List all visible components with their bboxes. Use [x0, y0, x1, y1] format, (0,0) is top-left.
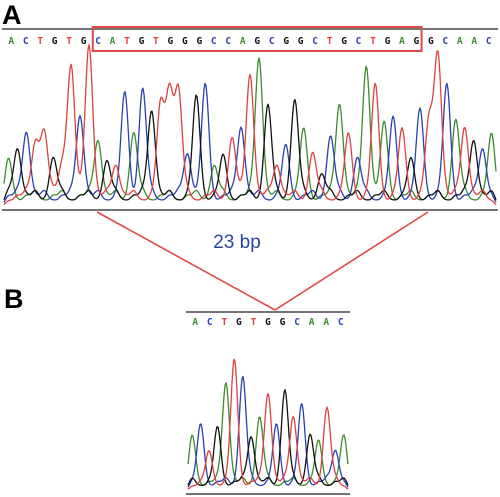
base-call-g: G	[236, 317, 242, 328]
base-call-g: G	[197, 36, 203, 47]
base-call-t: T	[37, 36, 43, 47]
trace-g-curve	[3, 94, 497, 201]
trace-t-curve	[3, 44, 497, 206]
base-call-g: G	[298, 36, 304, 47]
base-call-c: C	[207, 317, 213, 328]
connector-left-line	[96, 211, 276, 311]
base-call-t: T	[153, 36, 159, 47]
panel-a-label: A	[2, 0, 22, 30]
base-call-a: A	[323, 317, 329, 328]
base-call-g: G	[385, 36, 391, 47]
base-call-g: G	[428, 36, 434, 47]
base-call-t: T	[66, 36, 72, 47]
base-call-t: T	[370, 36, 376, 47]
base-call-g: G	[182, 36, 188, 47]
base-call-g: G	[283, 36, 289, 47]
base-call-g: G	[414, 36, 420, 47]
base-call-g: G	[168, 36, 174, 47]
base-call-c: C	[225, 36, 231, 47]
base-call-a: A	[399, 36, 405, 47]
panel-b-traces	[187, 358, 349, 490]
base-call-c: C	[294, 317, 300, 328]
base-call-t: T	[124, 36, 130, 47]
base-call-t: T	[327, 36, 333, 47]
deletion-highlight-box	[91, 26, 423, 52]
base-call-g: G	[341, 36, 347, 47]
base-call-a: A	[240, 36, 246, 47]
base-call-g: G	[254, 36, 260, 47]
base-call-c: C	[486, 36, 492, 47]
base-call-c: C	[356, 36, 362, 47]
base-call-g: G	[81, 36, 87, 47]
panel-a-traces	[3, 44, 497, 206]
base-call-c: C	[211, 36, 217, 47]
connector-right-line	[274, 211, 429, 311]
base-call-c: C	[443, 36, 449, 47]
base-call-a: A	[457, 36, 463, 47]
base-call-t: T	[222, 317, 228, 328]
base-call-t: T	[251, 317, 257, 328]
base-call-g: G	[139, 36, 145, 47]
base-call-a: A	[110, 36, 116, 47]
deletion-connector: 23 bp	[96, 211, 429, 311]
deletion-size-label: 23 bp	[213, 232, 261, 253]
base-call-a: A	[471, 36, 477, 47]
base-call-g: G	[280, 317, 286, 328]
trace-t-curve	[187, 358, 349, 490]
base-call-c: C	[338, 317, 344, 328]
base-call-c: C	[269, 36, 275, 47]
base-call-c: C	[312, 36, 318, 47]
trace-g-curve	[187, 389, 349, 487]
base-call-c: C	[95, 36, 101, 47]
base-call-g: G	[52, 36, 58, 47]
base-call-a: A	[8, 36, 14, 47]
panel-b-label: B	[4, 284, 24, 314]
base-call-a: A	[192, 317, 198, 328]
base-call-g: G	[265, 317, 271, 328]
base-call-c: C	[23, 36, 29, 47]
base-call-a: A	[309, 317, 315, 328]
